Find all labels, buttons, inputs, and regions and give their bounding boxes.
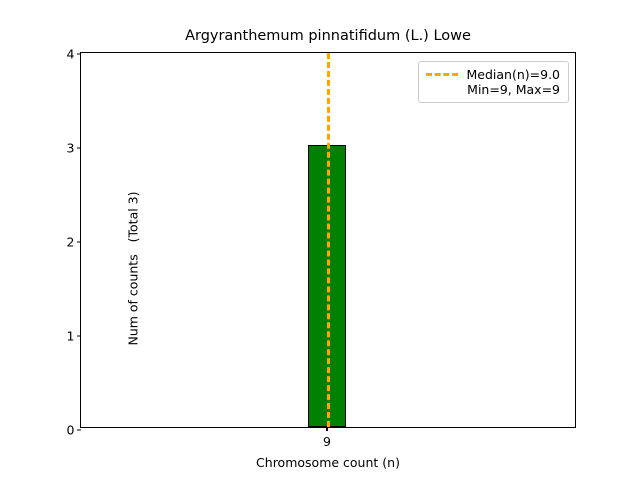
plot-axes: 0 1 2 3 4 9 Median(n)=9.0 (66, 47, 576, 449)
legend-item-minmax[interactable]: Min=9, Max=9 (467, 82, 560, 97)
ytick-mark-4 (77, 53, 81, 55)
dashed-line-icon (425, 73, 458, 76)
ytick-mark-2 (77, 241, 81, 243)
legend: Median(n)=9.0 Min=9, Max=9 (417, 61, 569, 103)
chart-title: Argyranthemum pinnatifidum (L.) Lowe (185, 28, 471, 44)
ytick-0: 0 (66, 420, 81, 439)
x-axis-label: Chromosome count (n) (256, 455, 400, 470)
ytick-label-1: 1 (66, 328, 75, 344)
ytick-4: 4 (66, 44, 81, 63)
legend-label-minmax: Min=9, Max=9 (467, 82, 560, 97)
ytick-mark-3 (77, 147, 81, 149)
xtick-mark-9 (326, 427, 328, 431)
ytick-label-0: 0 (66, 422, 75, 438)
median-line (327, 53, 330, 427)
ytick-label-4: 4 (66, 46, 75, 62)
plot-area (81, 53, 575, 427)
ytick-3: 3 (66, 138, 81, 157)
ytick-mark-0 (77, 429, 81, 431)
y-axis-label: Num of counts (Total 3) (125, 191, 141, 346)
ytick-mark-1 (77, 335, 81, 337)
xtick-label-9: 9 (323, 433, 331, 449)
legend-item-median[interactable]: Median(n)=9.0 (425, 67, 561, 82)
ytick-2: 2 (66, 232, 81, 251)
ytick-label-3: 3 (66, 140, 75, 156)
ytick-label-2: 2 (66, 234, 75, 250)
legend-rows: Median(n)=9.0 Min=9, Max=9 (425, 67, 561, 97)
legend-label-median: Median(n)=9.0 (466, 67, 561, 82)
xtick-9: 9 (323, 427, 331, 449)
ytick-1: 1 (66, 326, 81, 345)
